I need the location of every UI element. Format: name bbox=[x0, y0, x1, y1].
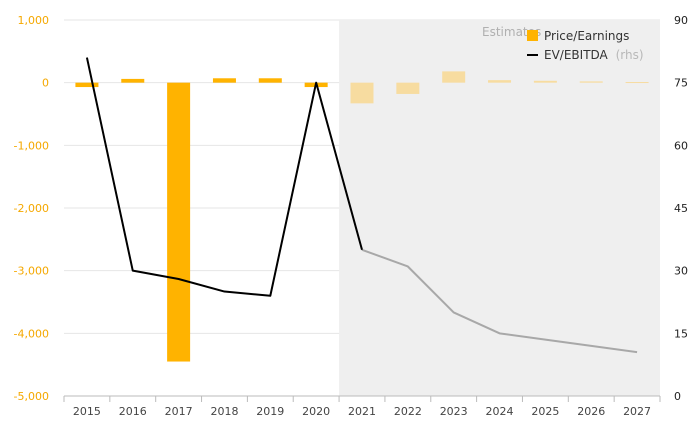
legend-label-ev-ebitda-name: EV/EBITDA bbox=[544, 48, 609, 62]
legend-label-rhs: (rhs) bbox=[616, 48, 644, 62]
x-tick-label: 2025 bbox=[531, 405, 559, 418]
bar-2015 bbox=[75, 82, 99, 88]
x-tick-label: 2023 bbox=[440, 405, 468, 418]
y-left-tick-label: -2,000 bbox=[14, 202, 49, 215]
y-right-tick-label: 15 bbox=[674, 327, 688, 340]
y-left-tick-label: -5,000 bbox=[14, 390, 49, 403]
ev-ebitda-line-actuals bbox=[85, 57, 363, 297]
y-right-tick-label: 75 bbox=[674, 77, 688, 90]
axes: 2015 2016 2017 2018 2019 2020 2021 2022 2023 2024… bbox=[14, 14, 688, 418]
legend: Price/Earnings EV/EBITDA (rhs) bbox=[527, 29, 644, 62]
y-left-tick-label: 0 bbox=[42, 77, 49, 90]
y-right-tick-label: 30 bbox=[674, 265, 688, 278]
bar-2023 bbox=[442, 71, 466, 83]
bar-2021 bbox=[350, 82, 374, 104]
x-tick-label: 2016 bbox=[119, 405, 147, 418]
y-right-tick-label: 0 bbox=[674, 390, 681, 403]
estimates-label: Estimates bbox=[482, 25, 541, 39]
y-left-tick-label: -3,000 bbox=[14, 265, 49, 278]
bar-2019 bbox=[258, 78, 282, 83]
estimate-shade-band bbox=[339, 20, 660, 396]
bar-2022 bbox=[396, 82, 420, 94]
bar-2016 bbox=[121, 78, 145, 83]
x-tick-label: 2021 bbox=[348, 405, 376, 418]
legend-label-ev-ebitda: EV/EBITDA (rhs) bbox=[544, 48, 644, 62]
x-tick-label: 2017 bbox=[165, 405, 193, 418]
x-tick-label: 2024 bbox=[486, 405, 514, 418]
bar-2027 bbox=[625, 82, 649, 84]
x-tick-label: 2020 bbox=[302, 405, 330, 418]
y-right-tick-label: 45 bbox=[674, 202, 688, 215]
y-right-tick-label: 60 bbox=[674, 139, 688, 152]
ev-ebitda-line bbox=[85, 57, 638, 354]
bar-2026 bbox=[579, 81, 603, 83]
legend-label-price-earnings: Price/Earnings bbox=[544, 29, 629, 43]
y-left-tick-label: -1,000 bbox=[14, 139, 49, 152]
y-left-tick-label: -4,000 bbox=[14, 327, 49, 340]
price-earnings-bars bbox=[75, 71, 649, 362]
x-tick-label: 2018 bbox=[210, 405, 238, 418]
bar-2017 bbox=[167, 82, 191, 362]
x-tick-label: 2019 bbox=[256, 405, 284, 418]
x-tick-label: 2026 bbox=[577, 405, 605, 418]
ev-ebitda-line-estimates bbox=[361, 248, 638, 354]
x-tick-label: 2015 bbox=[73, 405, 101, 418]
y-right-tick-label: 90 bbox=[674, 14, 688, 27]
bar-2018 bbox=[212, 78, 236, 83]
x-tick-label: 2027 bbox=[623, 405, 651, 418]
x-tick-label: 2022 bbox=[394, 405, 422, 418]
bar-2024 bbox=[488, 80, 512, 83]
legend-swatch-price-earnings bbox=[527, 30, 538, 41]
bar-2025 bbox=[533, 80, 557, 83]
y-left-tick-label: 1,000 bbox=[18, 14, 50, 27]
